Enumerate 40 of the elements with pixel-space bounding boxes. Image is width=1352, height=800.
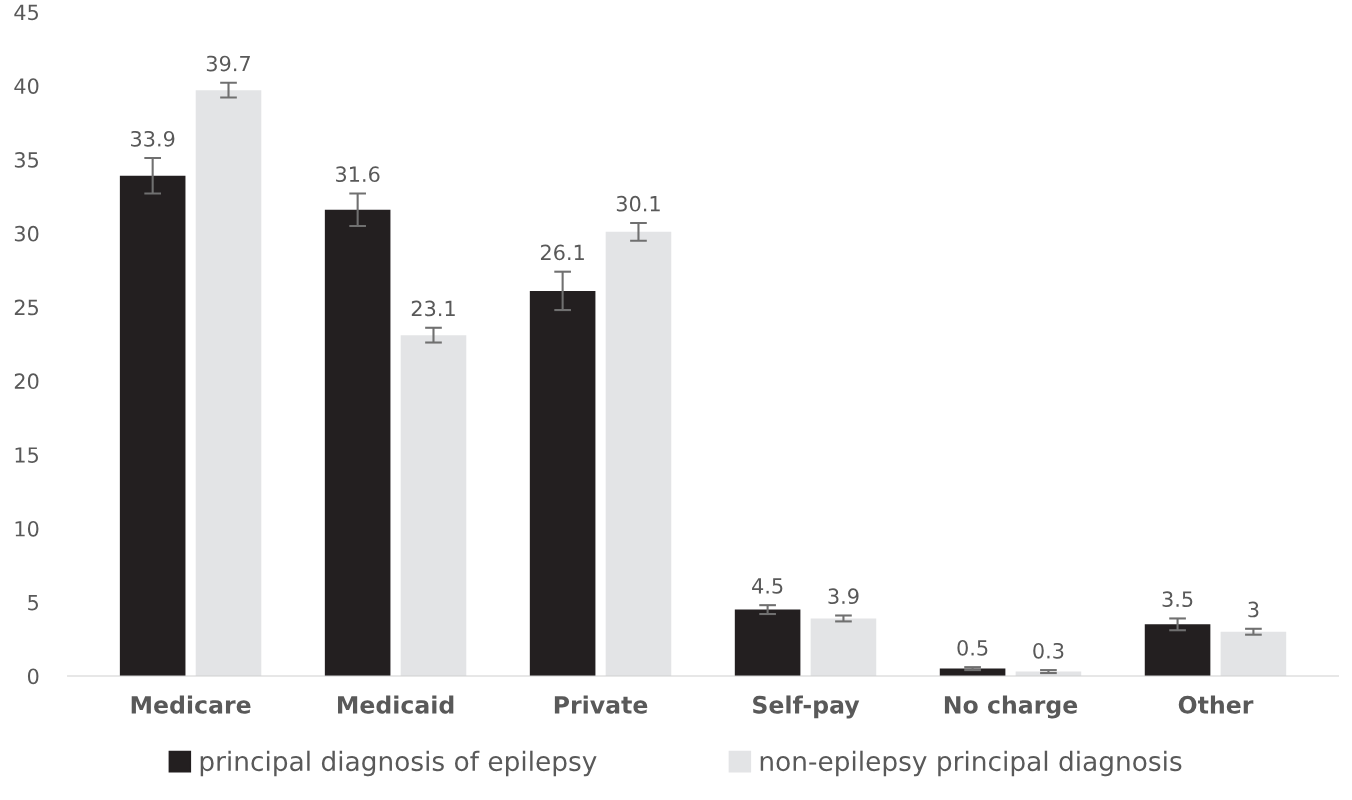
y-tick-label: 5 xyxy=(28,594,38,611)
data-label: 4.5 xyxy=(752,578,783,594)
bar xyxy=(400,335,467,676)
x-tick-label: Medicare xyxy=(131,695,251,714)
data-label: 3.9 xyxy=(828,588,859,605)
y-tick-label: 40 xyxy=(14,78,39,94)
data-label: 3 xyxy=(1248,601,1259,618)
x-tick-label: Other xyxy=(1178,695,1254,714)
data-label: 0.3 xyxy=(1033,642,1064,659)
bar xyxy=(529,290,596,676)
y-tick-label: 0 xyxy=(27,668,39,685)
bar xyxy=(324,209,391,676)
legend-label: non-epilepsy principal diagnosis xyxy=(760,750,1182,777)
bar xyxy=(734,609,801,676)
y-tick-label: 10 xyxy=(15,520,39,537)
data-label: 31.6 xyxy=(336,166,380,183)
y-tick-label: 35 xyxy=(14,152,38,168)
data-label: 30.1 xyxy=(616,195,660,212)
bar xyxy=(605,231,672,676)
y-tick-label: 25 xyxy=(14,299,38,316)
bar xyxy=(1144,624,1211,676)
data-label: 33.9 xyxy=(131,130,175,147)
y-tick-label: 20 xyxy=(14,373,39,390)
y-tick-label: 15 xyxy=(15,447,38,463)
y-tick-label: 30 xyxy=(14,225,39,242)
x-tick-label: Medicaid xyxy=(338,695,454,714)
data-label: 23.1 xyxy=(411,300,455,317)
x-tick-label: Self-pay xyxy=(753,695,860,719)
x-tick-label: No charge xyxy=(944,695,1078,719)
data-label: 0.5 xyxy=(957,639,988,656)
legend-label: principal diagnosis of epilepsy xyxy=(200,750,597,777)
bar xyxy=(195,90,262,676)
bar xyxy=(1220,631,1287,676)
x-tick-label: Private xyxy=(554,695,648,714)
bar xyxy=(810,618,877,676)
data-label: 3.5 xyxy=(1162,591,1193,608)
bar xyxy=(119,175,186,676)
data-label: 39.7 xyxy=(206,55,250,72)
y-tick-label: 45 xyxy=(14,4,38,21)
data-label: 26.1 xyxy=(540,244,584,261)
